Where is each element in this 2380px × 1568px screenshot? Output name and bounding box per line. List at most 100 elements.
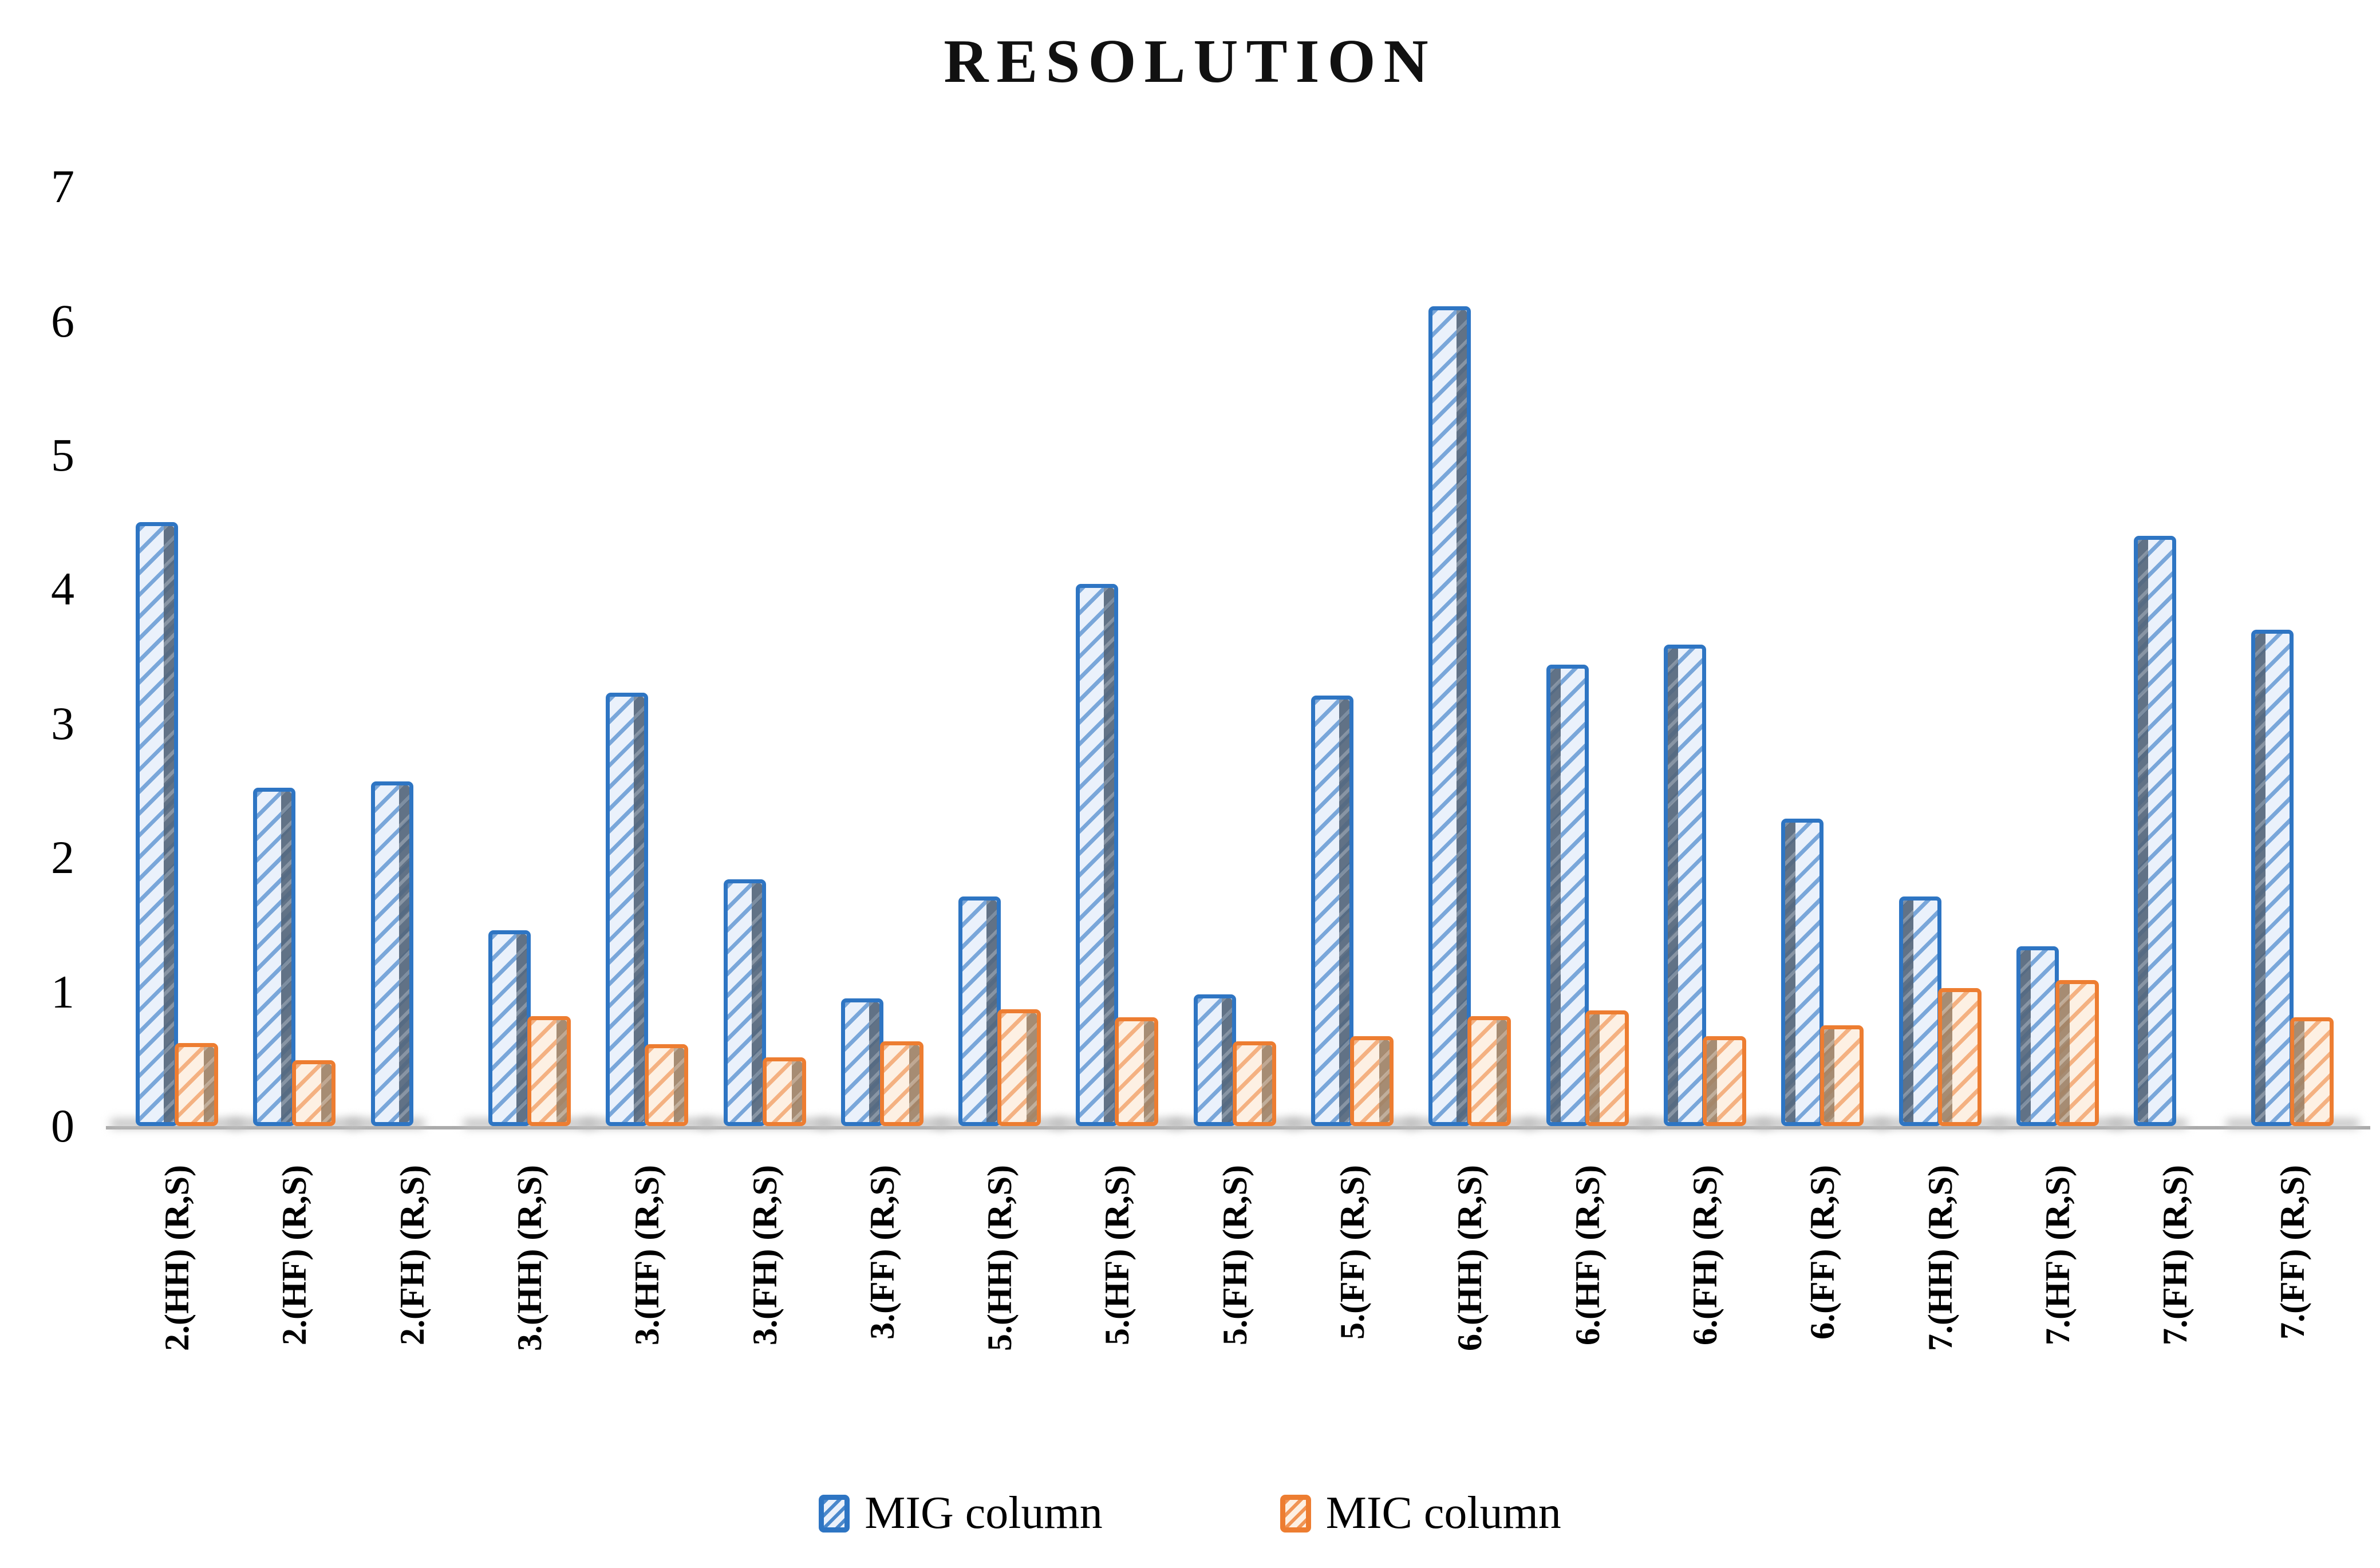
bar-3d-side-face bbox=[1589, 1014, 1600, 1122]
y-tick-label: 7 bbox=[51, 160, 74, 213]
x-category-label: 2.(HH) (R,S) bbox=[158, 1165, 196, 1351]
x-category-label: 7.(HH) (R,S) bbox=[1921, 1165, 1959, 1351]
bar-3d-side-face bbox=[164, 526, 174, 1122]
bar-3d-side-face bbox=[869, 1002, 879, 1122]
bar-mig-3.(HF) (R,S) bbox=[606, 693, 649, 1126]
x-category-label: 2.(FH) (R,S) bbox=[393, 1165, 431, 1345]
bar-3d-side-face bbox=[1785, 823, 1796, 1122]
x-category-label: 6.(FH) (R,S) bbox=[1686, 1165, 1724, 1345]
bar-mic-5.(HF) (R,S) bbox=[1115, 1017, 1159, 1126]
bar-mig-5.(HF) (R,S) bbox=[1076, 584, 1119, 1126]
bar-mic-5.(HH) (R,S) bbox=[997, 1009, 1041, 1126]
y-tick-label: 4 bbox=[51, 563, 74, 615]
bar-mig-3.(FH) (R,S) bbox=[723, 879, 766, 1126]
bar-mic-2.(HH) (R,S) bbox=[175, 1043, 218, 1126]
bar-mig-5.(FF) (R,S) bbox=[1311, 696, 1353, 1126]
bar-mig-3.(FF) (R,S) bbox=[840, 998, 883, 1126]
legend-label-mig: MIG column bbox=[865, 1488, 1103, 1538]
bar-3d-side-face bbox=[1221, 998, 1232, 1122]
x-category-label: 7.(FH) (R,S) bbox=[2156, 1165, 2195, 1345]
bar-3d-side-face bbox=[1457, 310, 1467, 1122]
bar-mig-7.(FF) (R,S) bbox=[2251, 630, 2294, 1126]
y-tick-label: 5 bbox=[51, 429, 74, 481]
bar-mic-3.(FF) (R,S) bbox=[879, 1041, 923, 1126]
bar-3d-side-face bbox=[321, 1064, 332, 1122]
bar-3d-side-face bbox=[516, 934, 527, 1122]
mig-series-swatch-icon bbox=[819, 1494, 850, 1533]
bar-mig-6.(HF) (R,S) bbox=[1546, 665, 1589, 1126]
x-category-label: 6.(FF) (R,S) bbox=[1803, 1165, 1842, 1340]
bar-mic-3.(FH) (R,S) bbox=[762, 1057, 806, 1126]
bar-3d-side-face bbox=[2020, 950, 2031, 1122]
bar-3d-side-face bbox=[1104, 588, 1115, 1122]
mic-series-swatch-icon bbox=[1280, 1494, 1311, 1533]
bar-mig-6.(FF) (R,S) bbox=[1781, 819, 1824, 1126]
x-category-label: 3.(HF) (R,S) bbox=[628, 1165, 666, 1345]
chart-legend: MIG column MIC column bbox=[0, 1487, 2380, 1539]
bar-mig-5.(FH) (R,S) bbox=[1193, 994, 1236, 1126]
bar-mig-2.(HH) (R,S) bbox=[136, 522, 178, 1126]
legend-item-mig: MIG column bbox=[819, 1487, 1103, 1539]
bar-mig-6.(HH) (R,S) bbox=[1428, 306, 1471, 1126]
bar-mic-7.(HF) (R,S) bbox=[2055, 980, 2099, 1126]
x-category-label: 7.(HF) (R,S) bbox=[2038, 1165, 2077, 1345]
bar-mig-5.(HH) (R,S) bbox=[958, 896, 1001, 1126]
bar-3d-side-face bbox=[2059, 984, 2070, 1122]
x-category-label: 3.(HH) (R,S) bbox=[510, 1165, 548, 1351]
legend-label-mic: MIC column bbox=[1325, 1488, 1561, 1538]
bar-3d-side-face bbox=[1144, 1021, 1155, 1122]
bar-mig-7.(HF) (R,S) bbox=[2016, 946, 2059, 1126]
bar-mic-7.(FF) (R,S) bbox=[2290, 1017, 2334, 1126]
bar-3d-side-face bbox=[1941, 992, 1952, 1122]
bar-3d-side-face bbox=[1339, 700, 1349, 1122]
chart-title: RESOLUTION bbox=[944, 27, 1436, 96]
bar-mig-7.(FH) (R,S) bbox=[2134, 536, 2177, 1126]
bar-mig-6.(FH) (R,S) bbox=[1663, 645, 1706, 1126]
bar-3d-side-face bbox=[1903, 900, 1913, 1122]
bar-3d-side-face bbox=[1706, 1040, 1717, 1122]
y-tick-label: 0 bbox=[51, 1100, 74, 1152]
bar-mic-6.(HF) (R,S) bbox=[1585, 1010, 1629, 1126]
bar-3d-side-face bbox=[634, 697, 645, 1122]
bar-3d-side-face bbox=[909, 1045, 919, 1122]
bar-mig-2.(HF) (R,S) bbox=[253, 788, 296, 1126]
bar-3d-side-face bbox=[674, 1048, 685, 1122]
bar-mic-5.(FF) (R,S) bbox=[1350, 1036, 1394, 1126]
bar-mic-6.(HH) (R,S) bbox=[1467, 1016, 1511, 1126]
bar-3d-side-face bbox=[2138, 540, 2149, 1122]
x-category-label: 7.(FF) (R,S) bbox=[2274, 1165, 2312, 1340]
bar-mic-7.(HH) (R,S) bbox=[1937, 988, 1982, 1126]
x-category-label: 5.(FF) (R,S) bbox=[1333, 1165, 1371, 1340]
bar-3d-side-face bbox=[1550, 669, 1561, 1122]
bar-3d-side-face bbox=[1667, 649, 1678, 1122]
x-axis-baseline bbox=[106, 1126, 2370, 1129]
bar-3d-side-face bbox=[204, 1047, 214, 1122]
bar-3d-side-face bbox=[751, 883, 762, 1122]
bar-3d-side-face bbox=[1824, 1029, 1835, 1122]
y-tick-label: 2 bbox=[51, 831, 74, 884]
x-category-label: 5.(FH) (R,S) bbox=[1215, 1165, 1254, 1345]
bar-3d-side-face bbox=[1497, 1020, 1507, 1122]
bar-3d-side-face bbox=[1261, 1045, 1272, 1122]
x-category-label: 3.(FH) (R,S) bbox=[745, 1165, 784, 1345]
x-category-label: 6.(HH) (R,S) bbox=[1451, 1165, 1489, 1351]
y-tick-label: 1 bbox=[51, 965, 74, 1018]
bar-mig-3.(HH) (R,S) bbox=[488, 930, 531, 1126]
x-category-label: 3.(FF) (R,S) bbox=[863, 1165, 901, 1340]
bar-3d-side-face bbox=[986, 900, 997, 1122]
bar-mic-3.(HF) (R,S) bbox=[645, 1044, 689, 1126]
legend-item-mic: MIC column bbox=[1280, 1487, 1561, 1539]
bar-3d-side-face bbox=[281, 792, 292, 1122]
bar-3d-side-face bbox=[2294, 1021, 2305, 1122]
bar-3d-side-face bbox=[556, 1020, 567, 1122]
bar-mic-5.(FH) (R,S) bbox=[1232, 1041, 1276, 1126]
bar-3d-side-face bbox=[2255, 634, 2266, 1122]
bar-mic-6.(FH) (R,S) bbox=[1702, 1036, 1746, 1126]
x-category-label: 2.(HF) (R,S) bbox=[275, 1165, 314, 1345]
x-category-label: 5.(HH) (R,S) bbox=[981, 1165, 1019, 1351]
bar-mig-2.(FH) (R,S) bbox=[370, 781, 413, 1126]
bar-mic-6.(FF) (R,S) bbox=[1820, 1025, 1864, 1126]
bar-3d-side-face bbox=[398, 785, 409, 1122]
y-tick-label: 3 bbox=[51, 697, 74, 749]
